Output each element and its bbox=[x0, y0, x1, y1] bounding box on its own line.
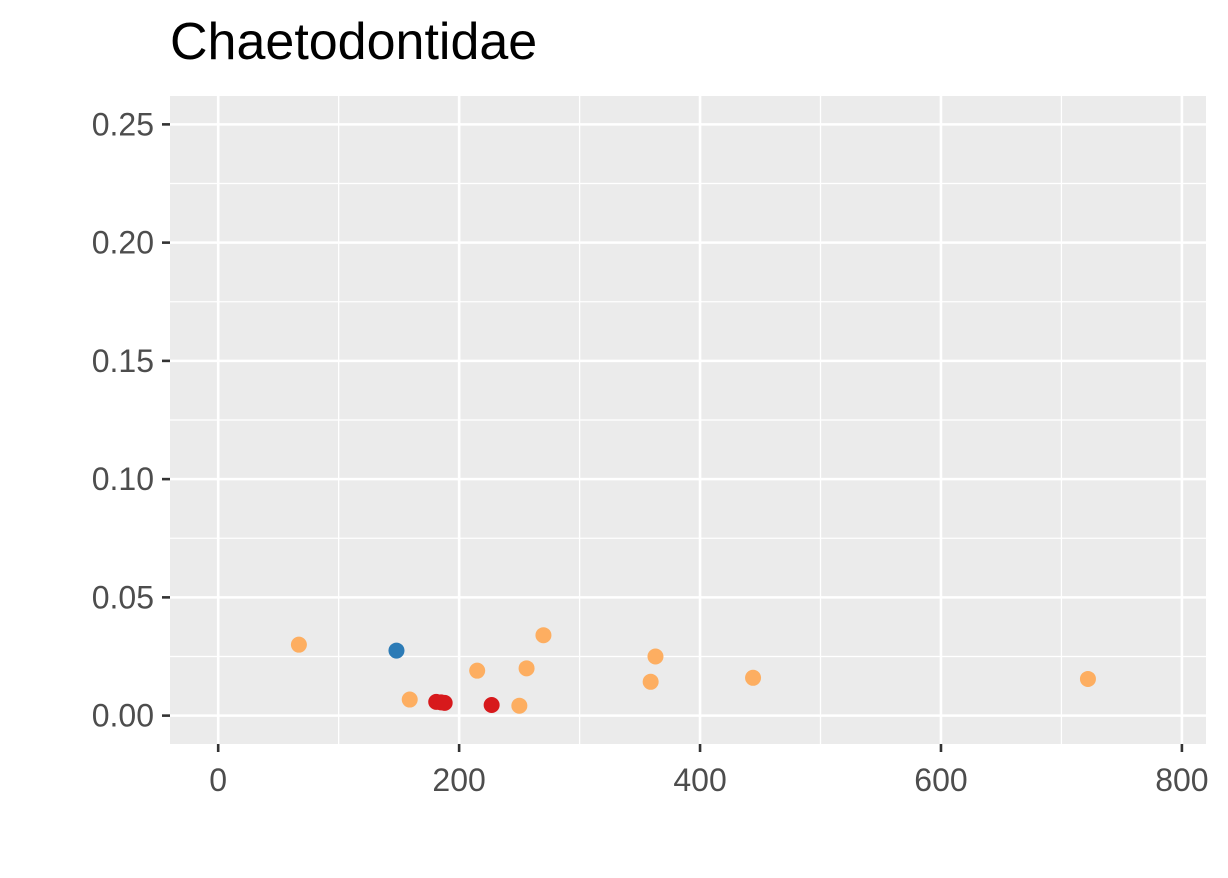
x-tick-label: 0 bbox=[209, 762, 227, 798]
data-points bbox=[290, 627, 1096, 714]
data-point bbox=[290, 636, 307, 653]
x-tick-label: 400 bbox=[673, 762, 726, 798]
data-point bbox=[511, 697, 528, 714]
y-tick-label: 0.05 bbox=[92, 579, 154, 615]
data-point bbox=[388, 642, 405, 659]
data-point bbox=[483, 696, 500, 713]
data-point bbox=[745, 669, 762, 686]
data-point bbox=[642, 673, 659, 690]
data-point bbox=[1079, 670, 1096, 687]
x-tick-label: 800 bbox=[1155, 762, 1208, 798]
y-tick-label: 0.25 bbox=[92, 106, 154, 142]
y-tick-label: 0.10 bbox=[92, 461, 154, 497]
data-point bbox=[647, 648, 664, 665]
y-tick-label: 0.15 bbox=[92, 343, 154, 379]
y-tick-label: 0.20 bbox=[92, 225, 154, 261]
y-tick-label: 0.00 bbox=[92, 698, 154, 734]
major-gridlines bbox=[170, 96, 1206, 744]
chart-title: Chaetodontidae bbox=[170, 13, 538, 71]
data-point bbox=[535, 627, 552, 644]
x-axis: 0 200 400 600 800 bbox=[209, 744, 1209, 798]
data-point bbox=[469, 662, 486, 679]
x-tick-label: 200 bbox=[432, 762, 485, 798]
x-tick-label: 600 bbox=[914, 762, 967, 798]
y-axis: 0.00 0.05 0.10 0.15 0.20 0.25 bbox=[92, 106, 170, 734]
minor-gridlines bbox=[170, 96, 1206, 744]
data-point bbox=[436, 694, 453, 711]
data-point bbox=[518, 660, 535, 677]
data-point bbox=[401, 691, 418, 708]
